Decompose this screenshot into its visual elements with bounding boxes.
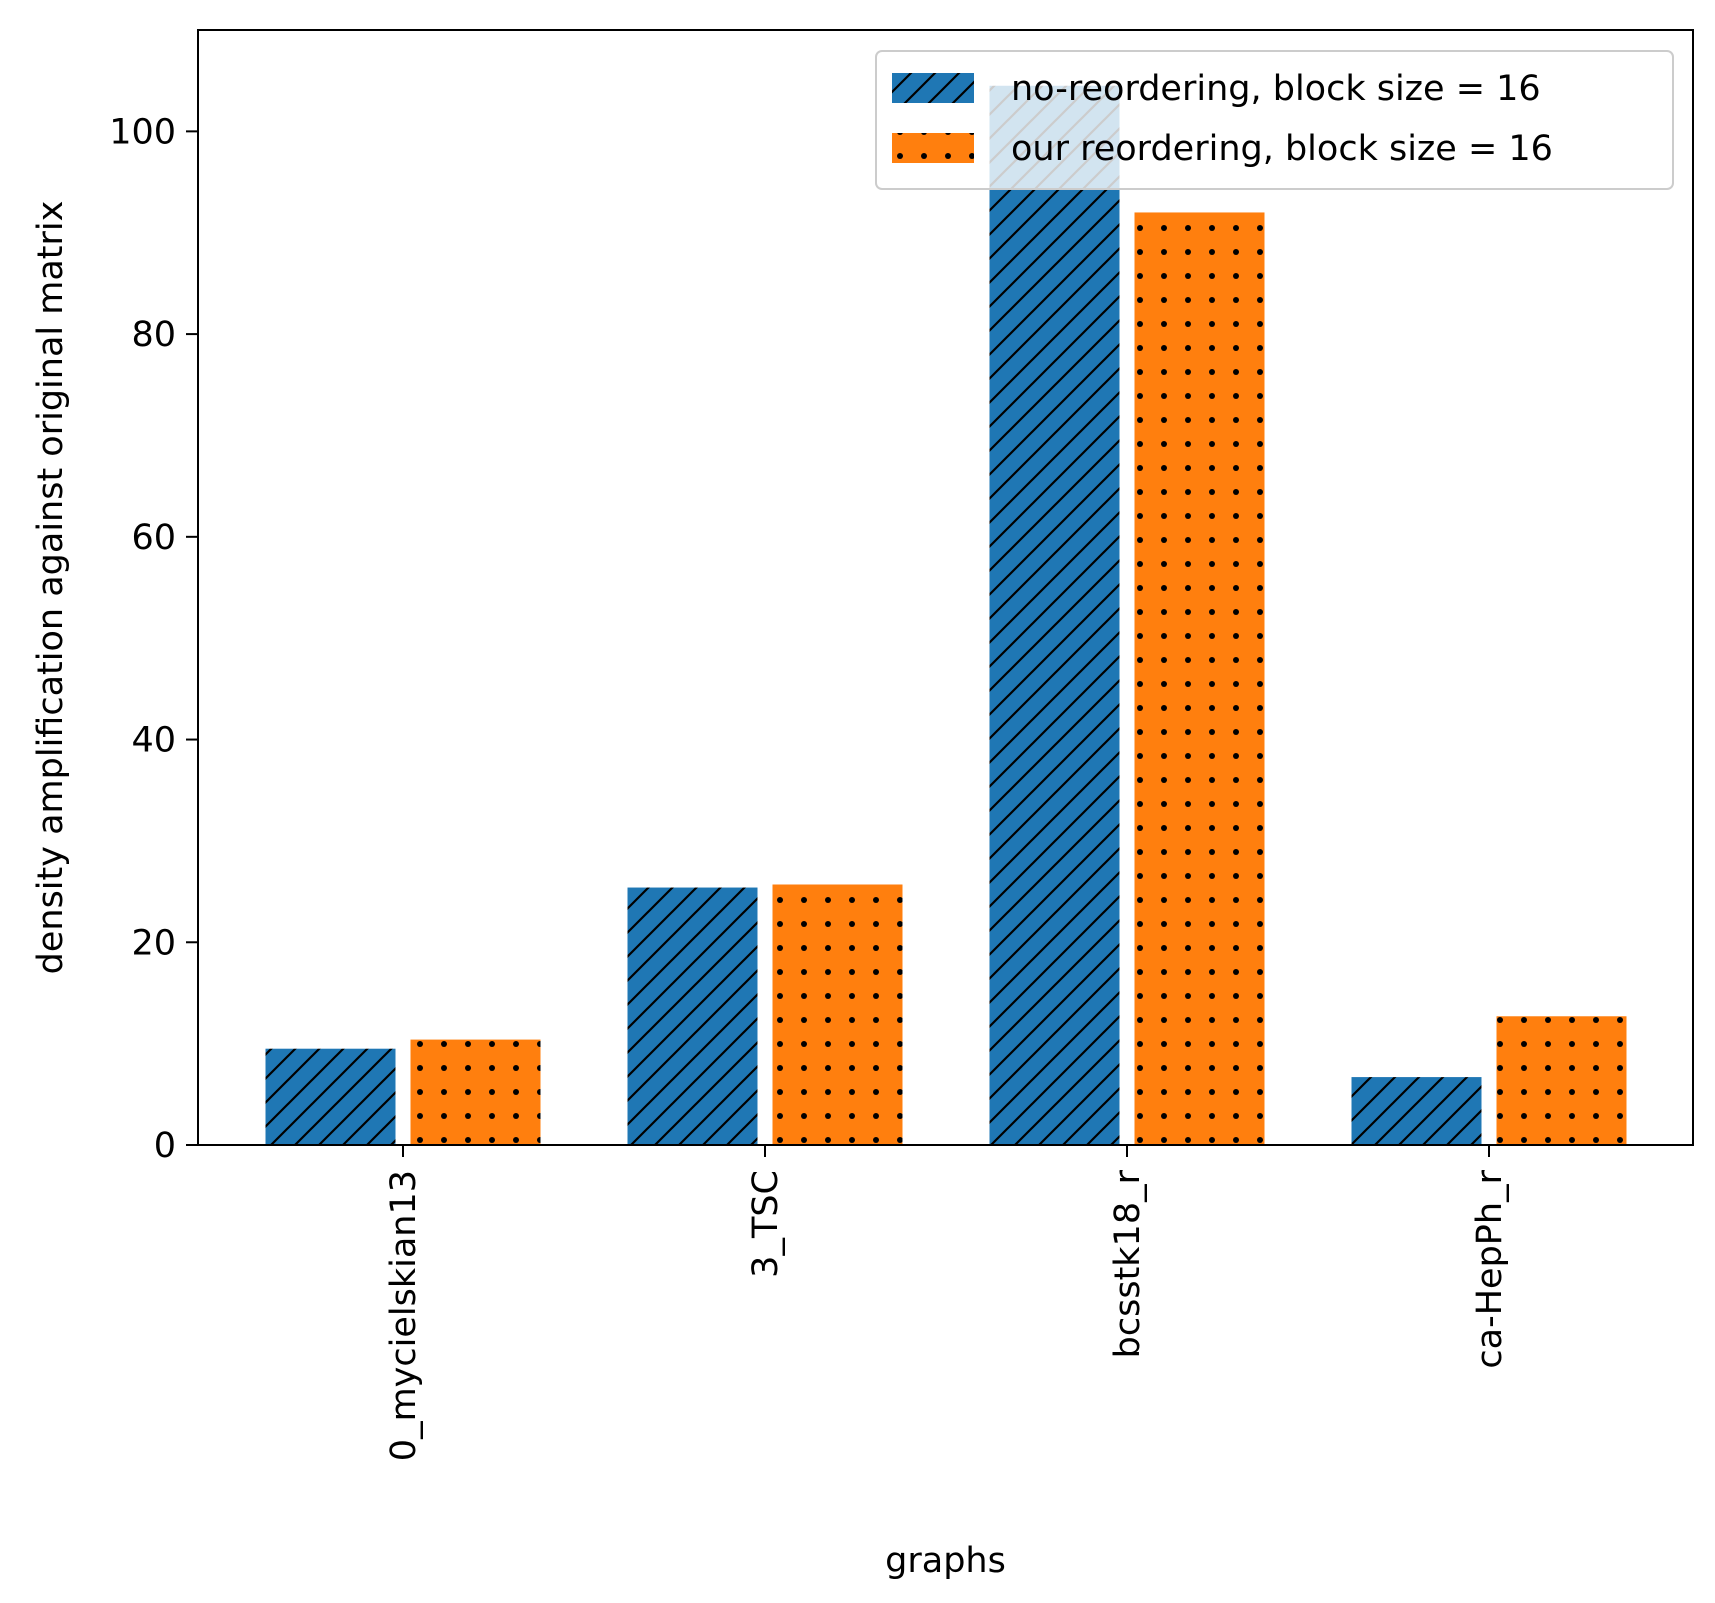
legend: no-reordering, block size = 16 our reorde… [875, 50, 1674, 190]
legend-swatch-0 [892, 73, 974, 103]
bars [265, 85, 1627, 1146]
y-tick-label: 60 [131, 518, 176, 558]
y-tick-label: 80 [131, 315, 176, 355]
bar-our-reordering-1 [772, 884, 903, 1145]
axes: 0 20 40 60 80 100 0_mycielskian13 3_TSC bcsstk18… [31, 29, 1694, 1581]
bar-our-reordering-2 [1134, 212, 1265, 1146]
x-tick-label: 3_TSC [746, 1170, 786, 1278]
y-tick-label: 20 [131, 923, 176, 963]
legend-label-0: no-reordering, block size = 16 [1011, 69, 1541, 109]
x-tick-label: bcsstk18_r [1108, 1169, 1148, 1358]
bar-our-reordering-0 [410, 1039, 541, 1145]
bar-our-reordering-3 [1496, 1016, 1627, 1145]
bar-no-reordering-0 [265, 1048, 396, 1145]
legend-label-1: our reordering, block size = 16 [1011, 129, 1553, 169]
y-tick-label: 0 [154, 1126, 176, 1166]
y-tick-label: 100 [109, 112, 176, 152]
x-tick-label: ca-HepPh_r [1470, 1169, 1510, 1368]
x-tick-label: 0_mycielskian13 [384, 1170, 424, 1461]
bar-no-reordering-2 [989, 85, 1120, 1145]
bar-no-reordering-1 [627, 887, 758, 1145]
bar-no-reordering-3 [1351, 1077, 1482, 1145]
y-tick-label: 40 [131, 721, 176, 761]
legend-swatch-1 [892, 133, 974, 163]
plot-frame [197, 29, 1694, 1146]
x-axis-label: graphs [885, 1541, 1006, 1581]
legend-box [875, 50, 1674, 190]
y-axis-label: density amplification against original m… [31, 201, 71, 975]
